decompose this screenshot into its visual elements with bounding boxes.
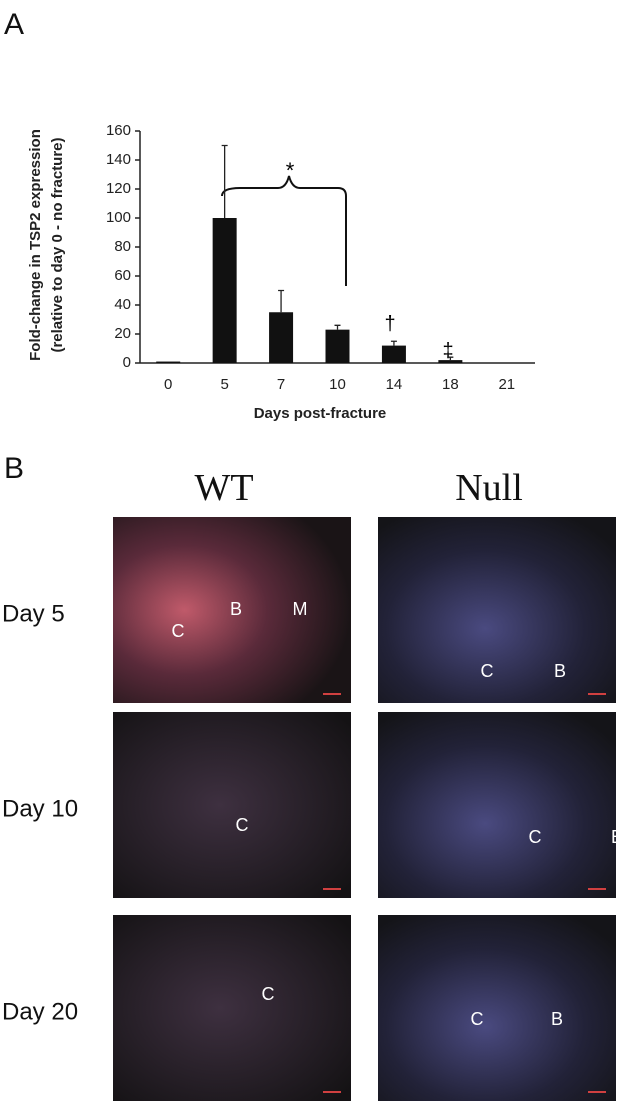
image-label: M (293, 599, 308, 619)
image-label: C (172, 621, 185, 641)
micrograph (113, 517, 351, 703)
y-tick-label: 20 (114, 325, 131, 342)
micrograph (378, 915, 616, 1101)
micrograph (113, 712, 351, 898)
micrograph-panel: WT Null Day 5 C B M C B Day 10 C C B Day 20 C C B (2, 467, 623, 1101)
column-label: Null (455, 467, 523, 509)
image-label: B (554, 661, 566, 681)
error-bar (278, 289, 285, 313)
annotation: ‡ (442, 340, 453, 362)
image-label: C (529, 827, 542, 847)
image-label: B (230, 599, 242, 619)
micrograph (113, 915, 351, 1101)
y-axis-label: (relative to day 0 - no fracture) (49, 137, 66, 352)
image-label: C (481, 661, 494, 681)
bar (269, 312, 294, 363)
scale-bar (323, 1091, 341, 1093)
significance-brace (221, 175, 347, 286)
y-tick-label: 0 (123, 354, 131, 371)
y-tick-label: 160 (106, 122, 131, 139)
error-bar (390, 340, 397, 346)
bar (381, 345, 406, 363)
y-tick-label: 120 (106, 180, 131, 197)
panel-label: B (4, 452, 24, 485)
micrograph (378, 517, 616, 703)
y-axis-label: Fold-change in TSP2 expression (27, 129, 44, 361)
y-tick-label: 80 (114, 238, 131, 255)
panel-label: A (4, 8, 24, 41)
image-label: C (236, 815, 249, 835)
column-label: WT (194, 467, 253, 509)
annotation: † (384, 313, 395, 335)
image-label: B (611, 827, 623, 847)
bar (212, 218, 237, 363)
row-label: Day 10 (2, 795, 78, 822)
error-bar (221, 144, 228, 218)
row-label: Day 5 (2, 600, 65, 627)
x-tick-label: 18 (442, 376, 459, 393)
x-tick-label: 7 (277, 376, 285, 393)
scale-bar (323, 888, 341, 890)
y-tick-label: 60 (114, 267, 131, 284)
x-tick-label: 10 (329, 376, 346, 393)
error-bar (447, 356, 454, 361)
row-label: Day 20 (2, 998, 78, 1025)
scale-bar (588, 1091, 606, 1093)
error-bar (334, 324, 341, 330)
micrograph (378, 712, 616, 898)
x-tick-label: 21 (498, 376, 515, 393)
bar (438, 360, 463, 363)
x-tick-label: 0 (164, 376, 172, 393)
image-label: B (551, 1009, 563, 1029)
x-tick-label: 14 (386, 376, 403, 393)
scale-bar (588, 888, 606, 890)
bar (156, 361, 181, 363)
x-tick-label: 5 (220, 376, 228, 393)
y-tick-label: 100 (106, 209, 131, 226)
image-label: C (262, 984, 275, 1004)
scale-bar (323, 693, 341, 695)
bar-chart: Fold-change in TSP2 expression (relative… (27, 122, 535, 422)
x-axis-label: Days post-fracture (254, 405, 387, 422)
annotation: * (286, 158, 295, 183)
image-label: C (471, 1009, 484, 1029)
y-tick-label: 140 (106, 151, 131, 168)
y-tick-label: 40 (114, 296, 131, 313)
bar (325, 329, 350, 363)
scale-bar (588, 693, 606, 695)
